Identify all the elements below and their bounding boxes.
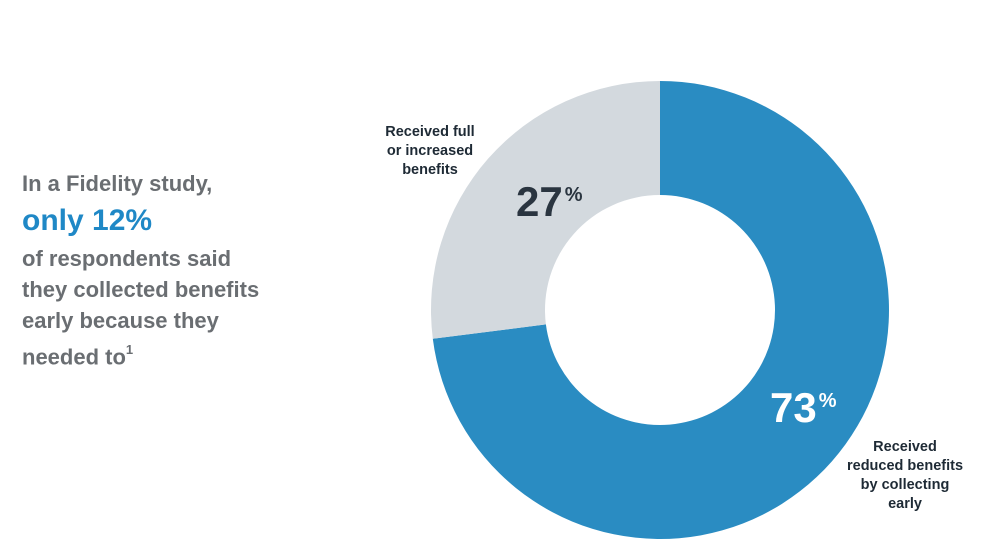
intro-text: In a Fidelity study, only 12% of respond… bbox=[22, 168, 322, 372]
footnote-marker: 1 bbox=[125, 342, 134, 357]
intro-line-5-text: needed to bbox=[22, 344, 126, 370]
donut-slice-full bbox=[431, 81, 660, 339]
slice-label-full-line-2: or increased bbox=[386, 143, 474, 159]
intro-line-1: In a Fidelity study, bbox=[22, 171, 213, 196]
pct-label-reduced: 73% bbox=[770, 384, 837, 432]
slice-label-reduced-line-3: by collecting bbox=[860, 477, 950, 493]
intro-line-3: they collected benefits bbox=[22, 277, 260, 302]
pct-label-full: 27% bbox=[516, 178, 583, 226]
intro-line-2: of respondents said bbox=[22, 246, 232, 271]
pct-sign-full: % bbox=[564, 184, 583, 206]
intro-line-5: needed to1 bbox=[22, 336, 322, 372]
slice-label-full-line-1: Received full bbox=[385, 124, 475, 140]
pct-sign-reduced: % bbox=[818, 390, 837, 412]
slice-label-full-line-3: benefits bbox=[402, 162, 458, 178]
slice-label-reduced-line-2: reduced benefits bbox=[846, 458, 964, 474]
intro-highlight: only 12% bbox=[22, 204, 153, 237]
donut-slice-reduced bbox=[432, 81, 889, 539]
slice-label-reduced-line-1: Received bbox=[873, 439, 937, 455]
intro-line-4: early because they bbox=[22, 308, 219, 333]
pct-value-reduced: 73 bbox=[770, 384, 817, 431]
pct-value-full: 27 bbox=[516, 178, 563, 225]
slice-label-reduced-line-4: early bbox=[888, 496, 922, 512]
slice-label-reduced: Received reduced benefits by collecting ear… bbox=[832, 438, 978, 514]
slice-label-full: Received full or increased benefits bbox=[362, 123, 498, 180]
